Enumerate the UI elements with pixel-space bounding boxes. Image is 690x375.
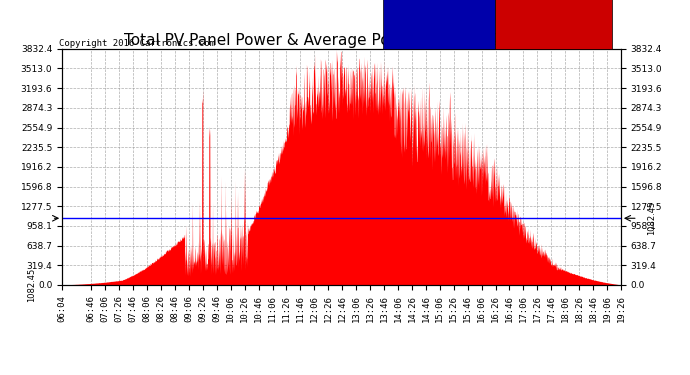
Title: Total PV Panel Power & Average Power Sun Aug 21 19:43: Total PV Panel Power & Average Power Sun… (124, 33, 559, 48)
Text: Copyright 2016 Cartronics.com: Copyright 2016 Cartronics.com (59, 39, 215, 48)
Text: Average  (DC Watts): Average (DC Watts) (391, 18, 486, 27)
Text: 1082.45: 1082.45 (647, 201, 656, 236)
Text: 1082.45: 1082.45 (27, 268, 36, 302)
Text: PV Panels  (DC Watts): PV Panels (DC Watts) (501, 18, 606, 27)
